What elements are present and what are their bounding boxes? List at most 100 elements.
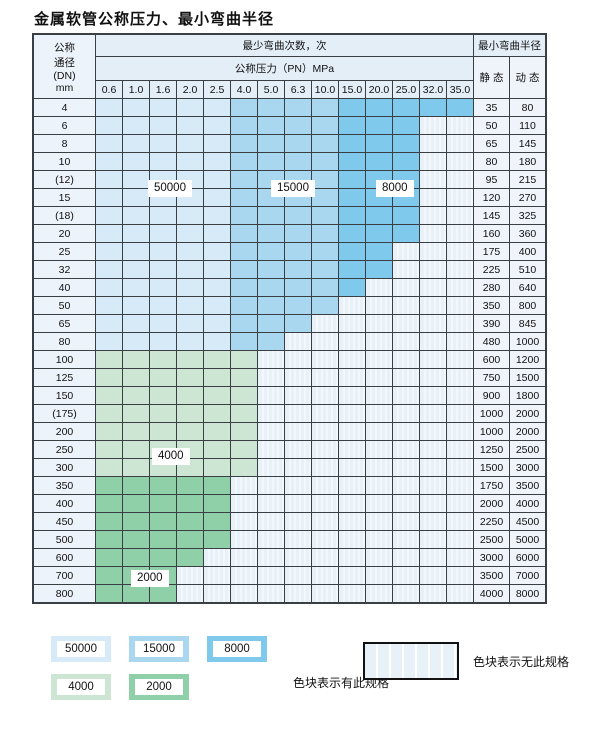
spec-cell [311,548,339,567]
spec-cell [203,296,231,315]
spec-cell [203,224,231,243]
static-radius-value: 480 [473,332,510,351]
spec-cell [122,440,150,459]
spec-cell [149,404,177,423]
dn-value: 800 [33,584,96,603]
spec-cell [284,350,312,369]
spec-cell [446,260,474,279]
spec-cell [230,296,258,315]
pressure-col-header-13: 35.0 [446,80,474,99]
spec-cell [284,242,312,261]
spec-cell [203,440,231,459]
spec-cell [311,458,339,477]
min-radius-header: 最小弯曲半径 [473,34,546,57]
spec-cell [365,278,393,297]
spec-cell [95,458,123,477]
spec-cell [446,350,474,369]
table-row: 350 1750 3500 [33,476,546,495]
dn-header-line-0: 公称 [54,41,75,54]
table-row: 450 2250 4500 [33,512,546,531]
spec-cell [338,548,366,567]
spec-cell [338,278,366,297]
spec-cell [365,98,393,117]
spec-cell [338,314,366,333]
spec-cell [176,548,204,567]
dn-value: 450 [33,512,96,531]
spec-cell [365,440,393,459]
spec-cell [230,548,258,567]
pressure-columns-row: 0.6 1.0 1.6 2.0 2.5 4.0 5.0 6.3 10.0 15.0 20.0 25.0… [34,80,546,99]
spec-cell [419,458,447,477]
spec-cell [176,116,204,135]
table-row: 150 900 1800 [33,386,546,405]
spec-cell [311,368,339,387]
spec-cell [365,512,393,531]
table-row: 100 600 1200 [33,350,546,369]
spec-cell [446,476,474,495]
spec-cell [203,458,231,477]
dynamic-radius-value: 360 [509,224,546,243]
spec-cell [122,260,150,279]
dn-value: 32 [33,260,96,279]
static-radius-value: 175 [473,242,510,261]
spec-cell [392,152,420,171]
table-row: 600 3000 6000 [33,548,546,567]
spec-cell [311,566,339,585]
spec-cell [176,134,204,153]
spec-cell [311,476,339,495]
spec-cell [149,206,177,225]
spec-cell [203,566,231,585]
spec-cell [176,476,204,495]
spec-cell [284,224,312,243]
static-radius-value: 4000 [473,584,510,603]
spec-cell [446,224,474,243]
spec-cell [203,278,231,297]
dynamic-radius-value: 145 [509,134,546,153]
spec-cell [365,458,393,477]
spec-cell [203,512,231,531]
spec-cell [257,440,285,459]
spec-cell [446,440,474,459]
spec-cell [419,422,447,441]
spec-cell [365,404,393,423]
spec-cell [149,116,177,135]
spec-cell [338,404,366,423]
table-row: 50 350 800 [33,296,546,315]
table-row: 700 3500 7000 [33,566,546,585]
spec-cell [95,530,123,549]
spec-cell [257,116,285,135]
spec-cell [122,512,150,531]
spec-cell [338,206,366,225]
no-spec-swatch [363,642,459,680]
static-radius-value: 65 [473,134,510,153]
dynamic-radius-value: 110 [509,116,546,135]
pressure-col-header-10: 20.0 [365,80,393,99]
dn-value: 10 [33,152,96,171]
dn-value: 8 [33,134,96,153]
static-radius-value: 225 [473,260,510,279]
spec-cell [203,260,231,279]
spec-cell [257,530,285,549]
spec-cell [446,530,474,549]
table-row: 40 280 640 [33,278,546,297]
spec-cell [122,476,150,495]
spec-cell [446,404,474,423]
spec-cell [257,98,285,117]
spec-cell [230,440,258,459]
spec-cell [365,422,393,441]
spec-cell [122,278,150,297]
pressure-col-header-4: 2.5 [203,80,231,99]
spec-cell [311,152,339,171]
spec-cell [122,152,150,171]
spec-cell [392,98,420,117]
spec-cell [95,332,123,351]
spec-cell [365,260,393,279]
dynamic-header: 动 态 [509,56,546,99]
spec-cell [203,206,231,225]
spec-cell [230,584,258,603]
dynamic-radius-value: 325 [509,206,546,225]
spec-cell [122,98,150,117]
dn-value: (175) [33,404,96,423]
table-body: 4 35 80 6 50 110 8 65 145 10 80 180 (12) 95 215 15 120 27… [33,98,546,603]
static-radius-value: 600 [473,350,510,369]
